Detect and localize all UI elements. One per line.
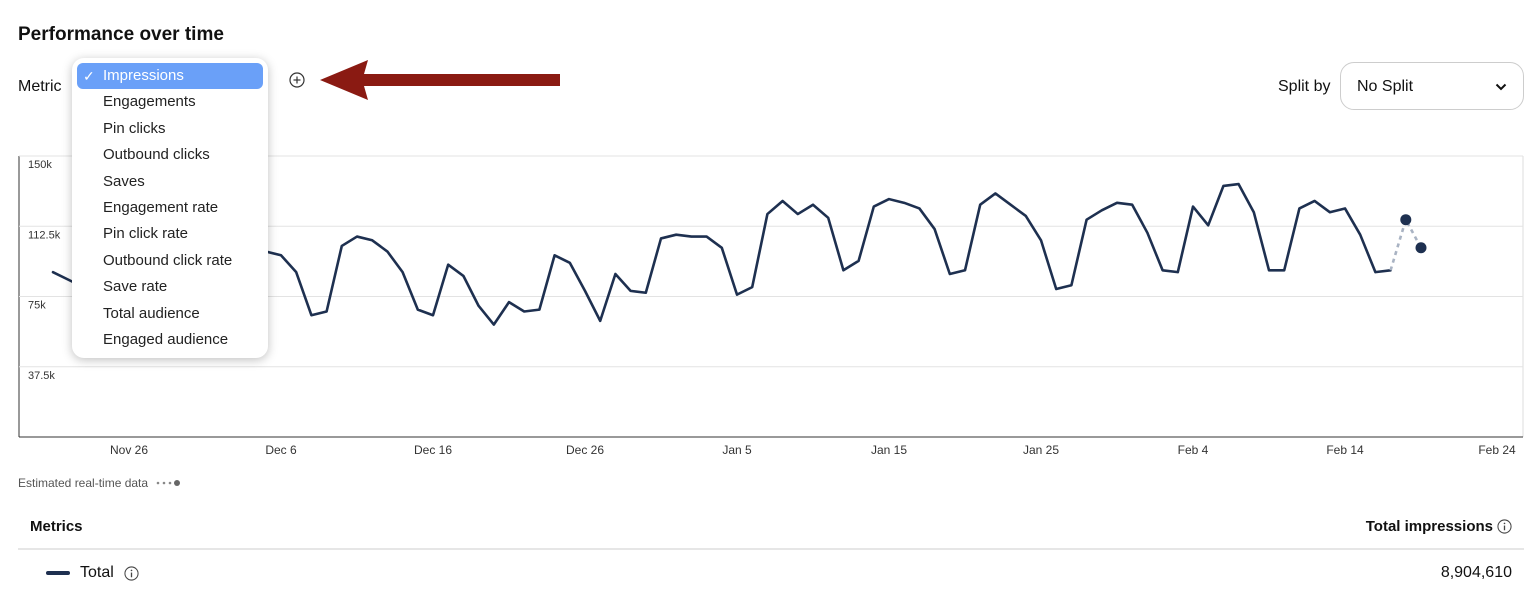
estimated-data-label: Estimated real-time data xyxy=(18,476,149,490)
divider xyxy=(18,548,1524,550)
add-metric-icon[interactable] xyxy=(289,72,305,88)
performance-chart: 150k 112.5k 75k 37.5k Nov 26 Dec 6 Dec 16 Dec 2… xyxy=(18,155,1524,457)
estimated-data-note: Estimated real-time data xyxy=(18,476,188,490)
metric-option-label: Saves xyxy=(103,172,145,190)
annotation-arrow-icon xyxy=(320,60,560,100)
metric-dropdown-menu[interactable]: ✓ Impressions Engagements Pin clicks Outboun… xyxy=(72,58,268,358)
x-tick-label: Dec 16 xyxy=(414,443,452,457)
metric-option-pin-click-rate[interactable]: Pin click rate xyxy=(77,221,263,247)
metric-option-impressions[interactable]: ✓ Impressions xyxy=(77,63,263,90)
dotted-line-legend-icon xyxy=(156,480,181,486)
metric-option-outbound-click-rate[interactable]: Outbound click rate xyxy=(77,248,263,274)
x-tick-label: Feb 14 xyxy=(1326,443,1364,457)
estimated-line xyxy=(1389,216,1423,271)
y-tick-label: 75k xyxy=(28,300,46,312)
metric-option-pin-clicks[interactable]: Pin clicks xyxy=(77,116,263,142)
metric-option-label: Outbound clicks xyxy=(103,146,210,164)
y-tick-label: 112.5k xyxy=(28,229,61,241)
chevron-down-icon xyxy=(1495,83,1507,91)
total-row-label: Total xyxy=(80,564,114,581)
x-tick-label: Feb 24 xyxy=(1478,443,1516,457)
metrics-header: Metrics xyxy=(30,518,83,535)
x-tick-label: Jan 15 xyxy=(871,443,907,457)
metric-option-label: Engagements xyxy=(103,93,196,111)
x-tick-label: Dec 6 xyxy=(265,443,297,457)
x-tick-label: Dec 26 xyxy=(566,443,604,457)
metric-option-label: Outbound click rate xyxy=(103,251,233,269)
x-tick-label: Feb 4 xyxy=(1178,443,1209,457)
metric-option-total-audience[interactable]: Total audience xyxy=(77,301,263,327)
metric-option-label: Save rate xyxy=(103,278,168,296)
metric-option-save-rate[interactable]: Save rate xyxy=(77,274,263,300)
metric-option-label: Engagement rate xyxy=(103,198,219,216)
y-tick-label: 37.5k xyxy=(28,370,55,382)
x-tick-label: Nov 26 xyxy=(110,443,148,457)
total-impressions-label: Total impressions xyxy=(1365,518,1493,535)
info-icon[interactable] xyxy=(1497,519,1512,534)
metric-option-label: Total audience xyxy=(103,304,200,322)
x-tick-label: Jan 5 xyxy=(722,443,752,457)
impressions-line xyxy=(51,182,1392,326)
split-by-select[interactable]: No Split xyxy=(1340,62,1524,110)
checkmark-icon: ✓ xyxy=(83,68,95,84)
estimated-point xyxy=(1415,242,1427,254)
page-title: Performance over time xyxy=(18,24,224,45)
info-icon[interactable] xyxy=(124,565,139,581)
y-tick-label: 150k xyxy=(28,159,52,171)
metric-option-label: Impressions xyxy=(103,67,184,84)
metric-label: Metric xyxy=(18,78,62,95)
metric-option-engagement-rate[interactable]: Engagement rate xyxy=(77,195,263,221)
total-impressions-header: Total impressions xyxy=(1366,518,1512,535)
metric-option-label: Engaged audience xyxy=(103,330,229,348)
x-tick-label: Jan 25 xyxy=(1023,443,1059,457)
metric-option-saves[interactable]: Saves xyxy=(77,169,263,195)
estimated-point xyxy=(1400,214,1412,226)
metric-option-engaged-audience[interactable]: Engaged audience xyxy=(77,327,263,353)
metric-option-engagements[interactable]: Engagements xyxy=(77,89,263,115)
series-swatch xyxy=(46,571,70,575)
split-by-value: No Split xyxy=(1357,78,1414,95)
split-by-label: Split by xyxy=(1278,78,1331,95)
metric-option-label: Pin clicks xyxy=(103,119,166,137)
metric-option-outbound-clicks[interactable]: Outbound clicks xyxy=(77,142,263,168)
metric-option-label: Pin click rate xyxy=(103,225,189,243)
total-row-value: 8,904,610 xyxy=(1440,564,1512,581)
total-row: Total xyxy=(46,564,139,582)
